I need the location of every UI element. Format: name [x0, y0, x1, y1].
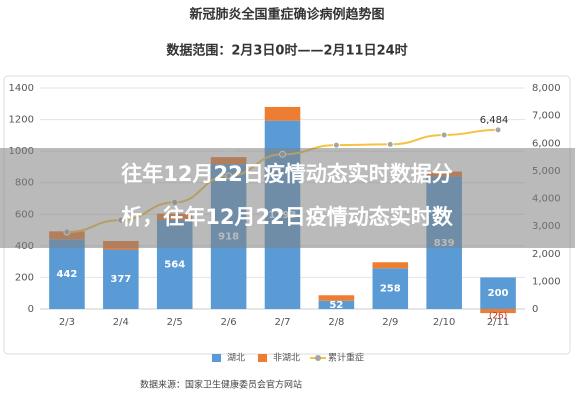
data-label: 87	[277, 95, 288, 105]
banner-band	[0, 148, 575, 248]
data-label: 258	[380, 284, 401, 295]
bar	[372, 268, 409, 309]
banner-line: 析，往年12月22日疫情动态实时数	[121, 205, 453, 229]
bar	[318, 295, 355, 301]
y2-tick-label: 1,000	[532, 276, 561, 287]
line-marker	[494, 126, 502, 134]
bar	[103, 249, 139, 309]
legend-swatch	[258, 354, 268, 362]
bar	[480, 277, 516, 309]
chart-subtitle: 数据范围：2月3日0时——2月11日24时	[166, 43, 407, 59]
banner-line: 往年12月22日疫情动态实时数据分	[121, 162, 452, 186]
y2-tick-label: 0	[532, 304, 538, 315]
y-tick-label: 200	[15, 272, 34, 283]
data-label: 564	[164, 259, 185, 270]
line-marker	[440, 131, 448, 139]
legend-label: 非湖北	[273, 352, 300, 364]
legend-label: 累计重症	[328, 352, 364, 364]
data-label: (26)	[489, 312, 507, 322]
data-label: 38	[385, 251, 397, 261]
x-tick-label: 2/3	[59, 317, 75, 328]
bar	[318, 300, 355, 309]
y2-tick-label: 8,000	[532, 83, 561, 94]
data-label: 377	[110, 274, 131, 285]
x-tick-label: 2/9	[382, 317, 398, 328]
line-marker	[386, 140, 394, 148]
x-tick-label: 2/8	[328, 317, 344, 328]
y-tick-label: 1200	[9, 115, 34, 126]
x-tick-label: 2/6	[221, 317, 237, 328]
bar	[480, 309, 516, 314]
bar	[264, 106, 301, 121]
x-tick-label: 2/5	[167, 317, 183, 328]
data-label: 442	[57, 269, 78, 280]
y-tick-label: 0	[28, 304, 34, 315]
legend-swatch	[212, 354, 221, 362]
data-label: 6,484	[480, 115, 509, 126]
x-tick-label: 2/10	[433, 317, 455, 328]
x-tick-label: 2/7	[274, 317, 290, 328]
chart-title: 新冠肺炎全国重症确诊病例趋势图	[189, 7, 384, 23]
y2-tick-label: 2,000	[532, 249, 561, 260]
y2-tick-label: 7,000	[532, 111, 561, 122]
data-label: 35	[331, 284, 342, 294]
data-label: 52	[329, 300, 343, 311]
source: 数据来源：国家卫生健康委员会官方网站	[140, 379, 302, 391]
x-tick-label: 2/11	[487, 317, 509, 328]
legend-swatch	[315, 355, 322, 361]
bar	[49, 239, 85, 309]
y-tick-label: 1400	[9, 83, 34, 94]
line-marker	[332, 141, 340, 149]
legend-label: 湖北	[227, 353, 245, 364]
data-label: 200	[488, 288, 509, 299]
y2-tick-label: 6,000	[532, 138, 561, 149]
x-tick-label: 2/4	[113, 317, 129, 328]
bar	[372, 262, 409, 269]
